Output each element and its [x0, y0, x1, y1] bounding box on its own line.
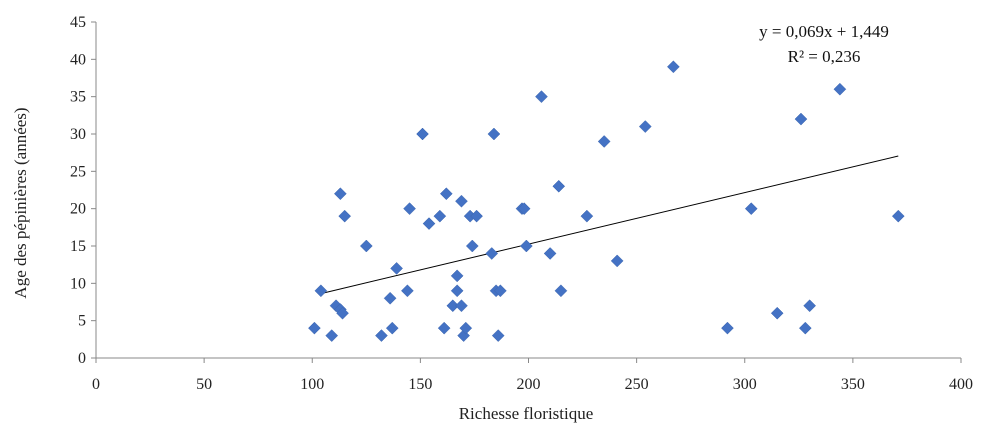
data-point — [485, 247, 499, 260]
data-point — [403, 202, 416, 216]
data-point — [336, 306, 349, 320]
data-point — [465, 239, 479, 253]
data-point — [375, 329, 388, 342]
data-point — [833, 82, 847, 96]
data-point — [308, 321, 321, 335]
y-tick-label: 25 — [70, 163, 86, 180]
trendline-equation: y = 0,069x + 1,449 — [759, 22, 889, 41]
data-point — [494, 284, 507, 298]
x-tick-label: 250 — [625, 376, 649, 393]
y-tick-label: 45 — [70, 14, 86, 31]
data-point — [770, 306, 784, 320]
data-point — [803, 299, 816, 313]
data-point — [439, 187, 453, 201]
data-point — [535, 90, 548, 104]
data-point — [450, 284, 464, 298]
x-tick-label: 50 — [196, 376, 212, 393]
x-tick-label: 150 — [408, 376, 432, 393]
x-tick-label: 0 — [92, 376, 100, 393]
data-point — [334, 187, 347, 201]
data-point — [491, 329, 505, 342]
data-point — [401, 284, 414, 298]
data-point — [667, 60, 680, 74]
data-point — [416, 127, 429, 141]
data-point — [446, 299, 460, 313]
y-tick-label: 10 — [70, 275, 86, 292]
data-point — [638, 120, 652, 133]
x-tick-label: 100 — [300, 376, 324, 393]
data-point — [433, 209, 447, 223]
data-point — [580, 209, 594, 223]
y-tick-label: 30 — [70, 126, 86, 143]
y-tick-label: 0 — [78, 350, 86, 367]
data-point — [359, 239, 373, 253]
data-point — [325, 329, 339, 342]
data-point — [554, 284, 568, 298]
x-axis-title: Richesse floristique — [459, 404, 594, 423]
data-point — [891, 209, 905, 223]
data-point — [470, 209, 483, 223]
data-point — [610, 254, 624, 268]
y-axis: 0 5 10 15 20 25 30 35 40 45 — [70, 14, 97, 367]
data-point — [597, 135, 611, 148]
data-point — [794, 112, 808, 126]
data-point — [383, 291, 397, 305]
data-point — [519, 239, 533, 253]
trendline-line — [320, 155, 899, 295]
data-point — [422, 217, 436, 230]
y-tick-label: 35 — [70, 89, 86, 106]
y-tick-label: 15 — [70, 238, 86, 255]
data-point — [455, 194, 468, 208]
data-point — [517, 202, 531, 216]
trendline — [320, 155, 899, 295]
x-tick-label: 200 — [517, 376, 541, 393]
data-point — [455, 299, 468, 313]
data-point — [721, 321, 734, 335]
r-squared-label: R² = 0,236 — [788, 47, 861, 66]
data-point — [338, 209, 352, 223]
data-point — [385, 321, 399, 335]
data-point — [798, 321, 812, 335]
data-point — [487, 127, 501, 141]
data-point — [450, 269, 464, 283]
data-point — [552, 179, 566, 193]
data-point — [543, 247, 557, 260]
y-axis-title: Age des pépinières (années) — [11, 107, 30, 298]
y-tick-label: 20 — [70, 201, 86, 218]
y-tick-label: 5 — [78, 313, 86, 330]
x-tick-label: 300 — [733, 376, 757, 393]
data-point — [744, 202, 758, 216]
x-tick-label: 400 — [949, 376, 973, 393]
data-point — [390, 262, 403, 275]
data-points — [308, 60, 905, 342]
x-axis: 0 50 100 150 200 250 300 350 400 — [92, 357, 973, 393]
x-tick-label: 350 — [841, 376, 865, 393]
data-point — [459, 321, 473, 335]
data-point — [437, 321, 451, 335]
data-point — [314, 284, 328, 298]
y-tick-label: 40 — [70, 51, 86, 68]
